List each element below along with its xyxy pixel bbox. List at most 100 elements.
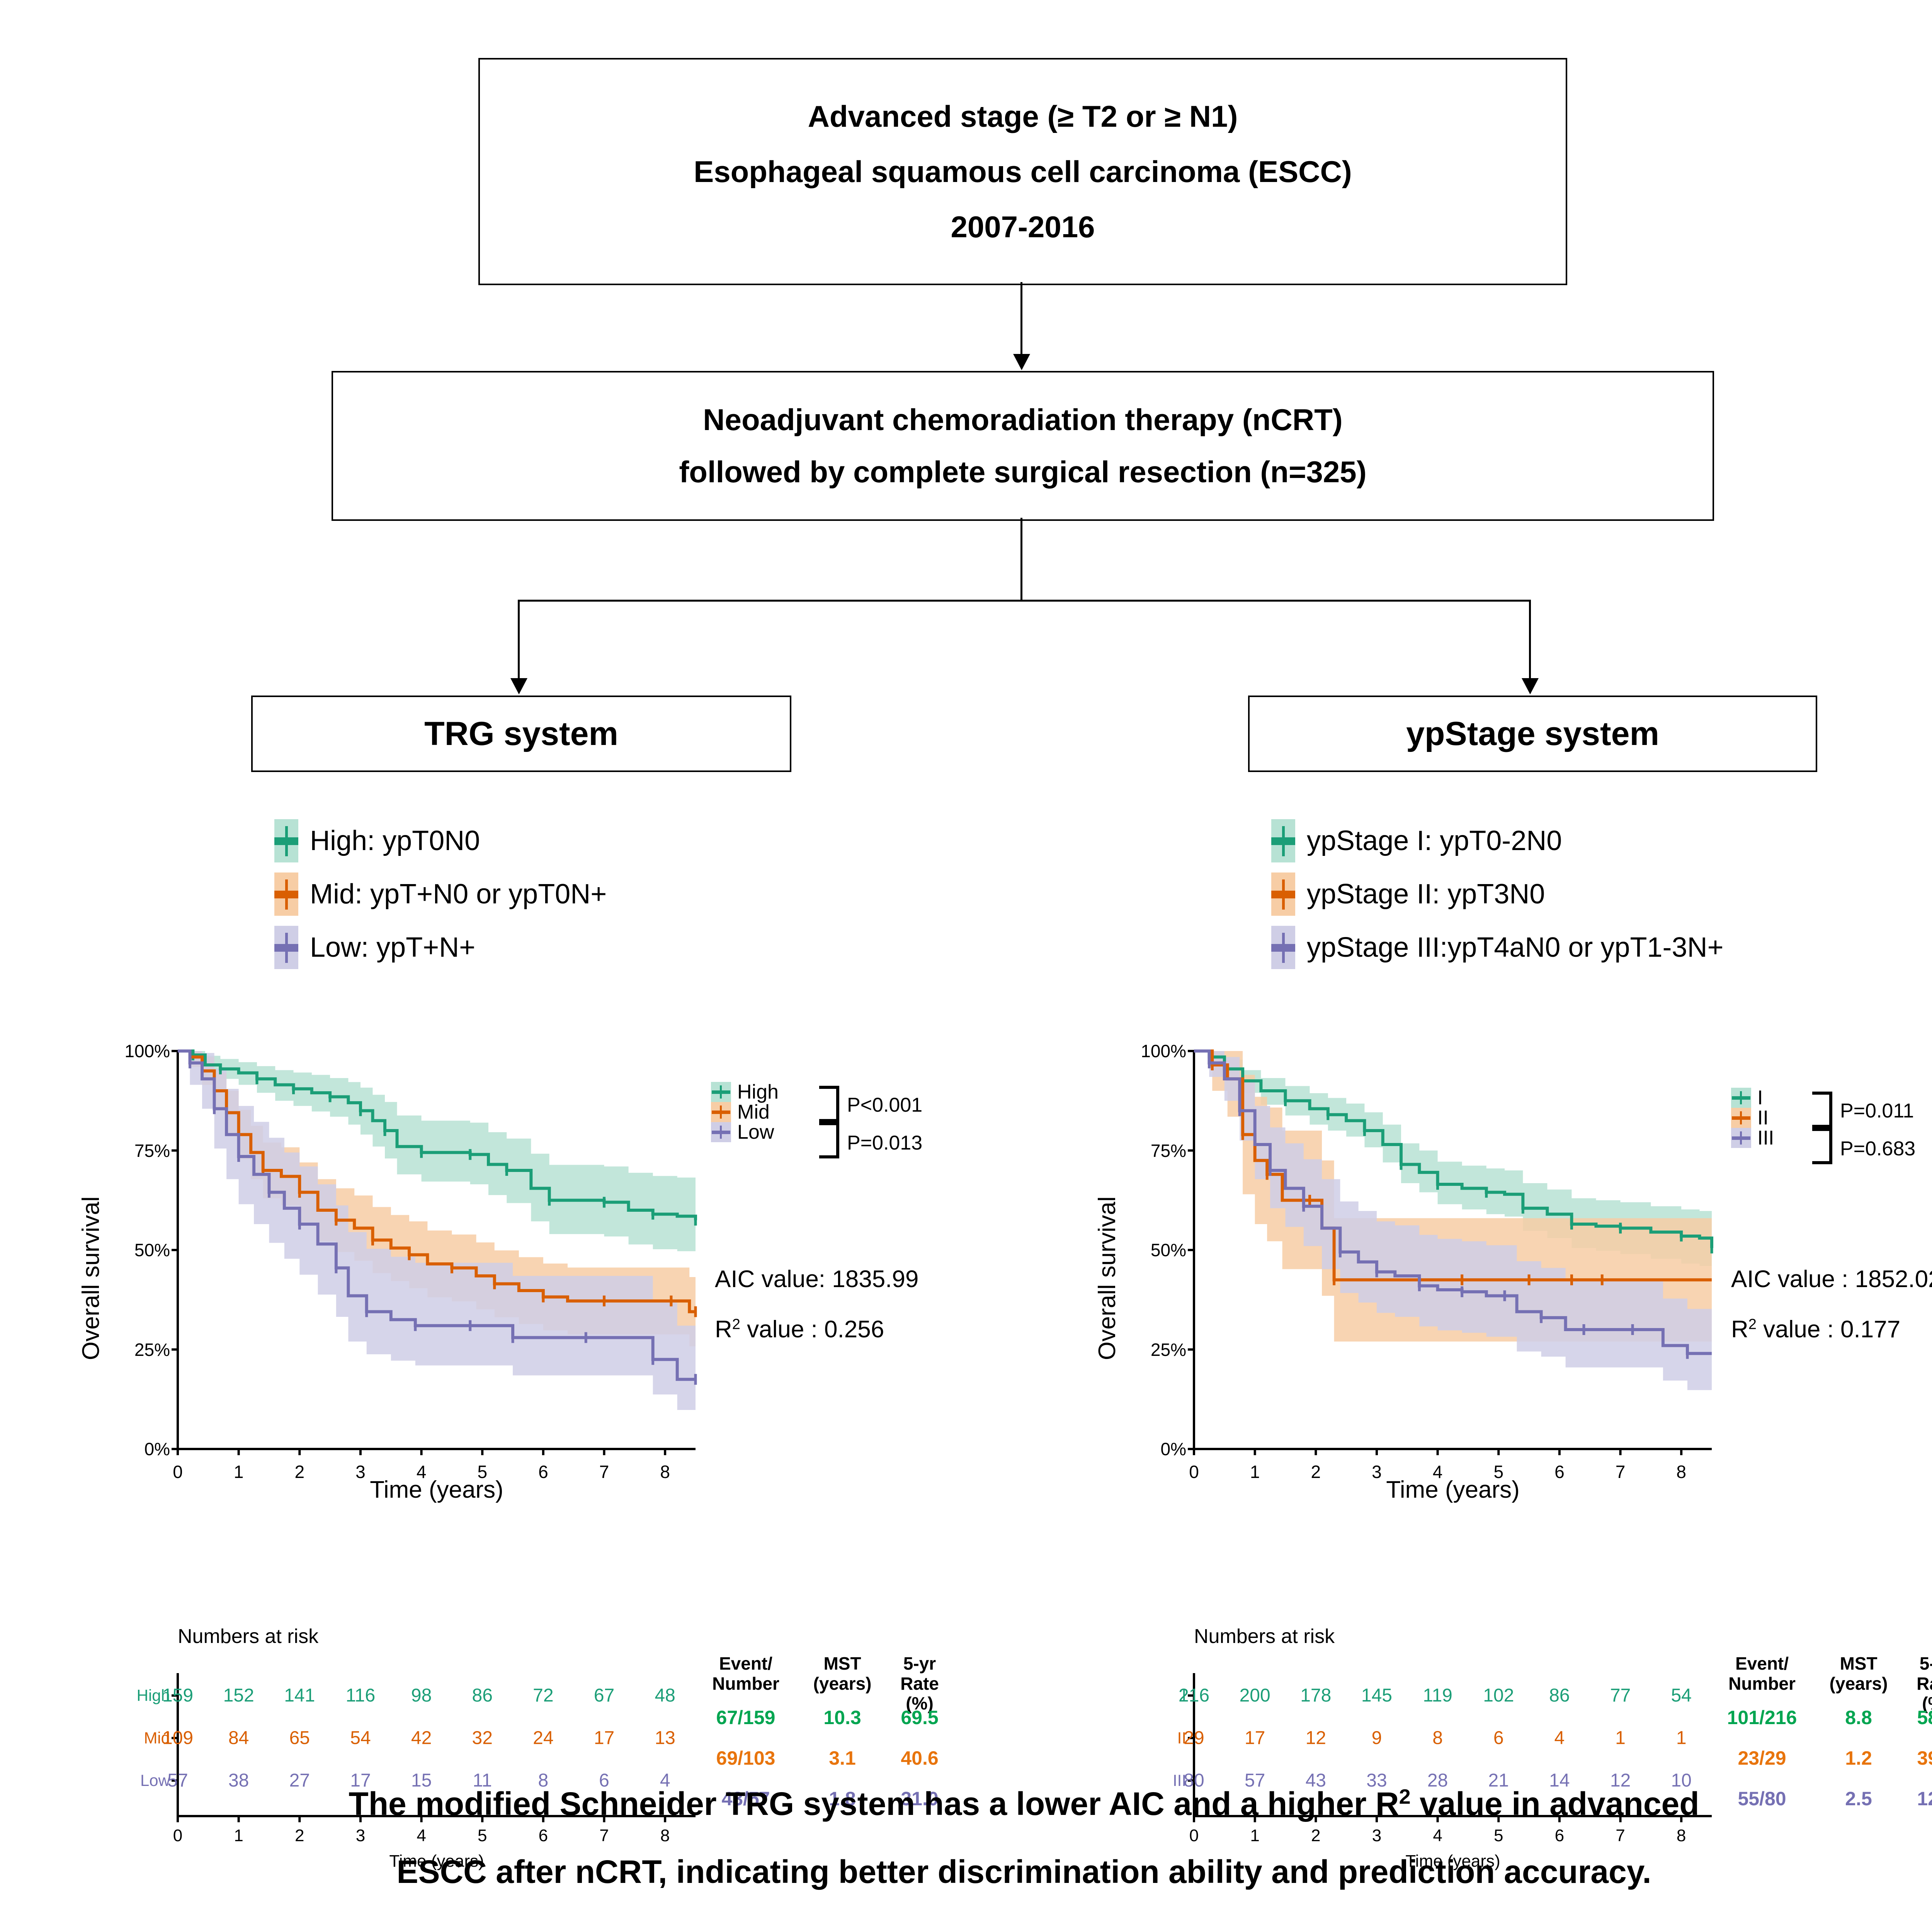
risk-cell: 11 xyxy=(473,1770,492,1791)
x-tick-label: 7 xyxy=(1615,1462,1626,1482)
x-tick-label: 3 xyxy=(355,1462,366,1482)
risk-cell: 28 xyxy=(1427,1770,1448,1791)
legend-item: ypStage III:ypT4aN0 or ypT1-3N+ xyxy=(1271,926,1724,969)
risk-cell: 65 xyxy=(289,1728,310,1748)
risk-x-tick-label: 0 xyxy=(173,1826,183,1845)
summary-column-header: MST (years) xyxy=(1829,1653,1888,1694)
inline-legend-swatch-icon xyxy=(1731,1128,1751,1148)
risk-x-tick-label: 2 xyxy=(295,1826,304,1845)
pvalue-top: P<0.001 xyxy=(847,1094,923,1116)
conclusion-line-2: ESCC after nCRT, indicating better discr… xyxy=(396,1854,1651,1890)
risk-x-tick-label: 4 xyxy=(1433,1826,1442,1845)
risk-cell: 15 xyxy=(411,1770,432,1791)
risk-cell: 12 xyxy=(1610,1770,1631,1791)
inline-legend: I II III xyxy=(1731,1087,1804,1149)
x-tick-label: 4 xyxy=(1432,1462,1443,1482)
connector-cohort-to-treatment xyxy=(1020,282,1022,355)
risk-cell: 57 xyxy=(1244,1770,1265,1791)
trg-system-box: TRG system xyxy=(251,696,791,772)
aic-value: AIC value : 1852.02 xyxy=(1731,1266,1932,1293)
x-tick-label: 2 xyxy=(1311,1462,1321,1482)
pvalue-bracket xyxy=(819,1086,839,1158)
risk-x-tick-label: 4 xyxy=(417,1826,426,1845)
inline-legend-label: High xyxy=(737,1081,779,1103)
x-tick-label: 4 xyxy=(416,1462,427,1482)
x-tick-label: 8 xyxy=(1676,1462,1686,1482)
cohort-line-3: 2007-2016 xyxy=(951,209,1095,244)
risk-x-tick-label: 2 xyxy=(1311,1826,1321,1845)
summary-cell: 67/159 xyxy=(716,1707,776,1728)
summary-column-header: Event/Number xyxy=(712,1653,779,1694)
ypstage-group-legend: ypStage I: ypT0-2N0 ypStage II: ypT3N0 y… xyxy=(1271,819,1724,969)
km-panel-ypstage: Overall survival 0% 25% 50% 75% 100% 0 1 2 3 4 5 6… xyxy=(1078,1039,1932,1677)
y-tick-label: 75% xyxy=(134,1140,170,1161)
r2-suffix: value : 0.177 xyxy=(1756,1316,1901,1343)
r2-suffix: value : 0.256 xyxy=(740,1316,884,1343)
trg-group-legend: High: ypT0N0 Mid: ypT+N0 or ypT0N+ Low: … xyxy=(274,819,607,969)
legend-label: Mid: ypT+N0 or ypT0N+ xyxy=(310,879,607,910)
summary-cell: 12.5 xyxy=(1917,1788,1932,1810)
risk-cell: 109 xyxy=(162,1728,194,1748)
risk-x-axis-title: Time (years) xyxy=(389,1852,484,1871)
risk-cell: 38 xyxy=(228,1770,249,1791)
inline-legend: High Mid Low xyxy=(711,1081,784,1143)
inline-legend-label: I xyxy=(1757,1087,1763,1109)
risk-cell: 10 xyxy=(1671,1770,1692,1791)
summary-cell: 58.4 xyxy=(1917,1707,1932,1728)
connector-treatment-stem xyxy=(1020,518,1022,601)
legend-swatch-orange-icon xyxy=(274,872,298,916)
r2-value: R2 value : 0.177 xyxy=(1731,1316,1900,1343)
risk-cell: 178 xyxy=(1300,1685,1332,1706)
conclusion-text: The modified Schneider TRG system has a … xyxy=(116,1770,1932,1906)
risk-cell: 54 xyxy=(1671,1685,1692,1706)
r2-superscript: 2 xyxy=(1748,1316,1757,1333)
risk-cell: 32 xyxy=(472,1728,493,1748)
connector-to-ypstage xyxy=(1529,600,1531,679)
summary-cell: 39.0 xyxy=(1917,1747,1932,1769)
risk-cell: 159 xyxy=(162,1685,194,1706)
y-tick-label: 25% xyxy=(1150,1339,1186,1360)
risk-cell: 1 xyxy=(1676,1728,1687,1748)
y-tick-label: 0% xyxy=(1160,1439,1186,1459)
risk-cell: 77 xyxy=(1610,1685,1631,1706)
summary-cell: 23/29 xyxy=(1738,1747,1786,1769)
inline-legend-swatch-icon xyxy=(711,1082,731,1102)
risk-x-tick-label: 0 xyxy=(1189,1826,1199,1845)
pvalue-top: P=0.011 xyxy=(1840,1100,1914,1122)
legend-label: ypStage II: ypT3N0 xyxy=(1307,879,1545,910)
summary-column-header: Event/Number xyxy=(1728,1653,1796,1694)
conclusion-line-1-b: value in advanced xyxy=(1410,1786,1699,1822)
y-tick-label: 0% xyxy=(144,1439,170,1459)
risk-cell: 8 xyxy=(1432,1728,1443,1748)
legend-item: High: ypT0N0 xyxy=(274,819,607,862)
legend-swatch-green-icon xyxy=(274,819,298,862)
risk-cell: 8 xyxy=(538,1770,549,1791)
risk-x-tick-label: 7 xyxy=(599,1826,609,1845)
trg-system-label: TRG system xyxy=(424,715,618,752)
risk-cell: 152 xyxy=(223,1685,254,1706)
x-tick-label: 0 xyxy=(173,1462,183,1482)
risk-table-trg: Numbers at risk High 159 152 141 116 98 86 72 67… xyxy=(62,1625,1020,1871)
inline-legend-label: III xyxy=(1757,1127,1774,1149)
risk-cell: 12 xyxy=(1305,1728,1326,1748)
conclusion-line-1-a: The modified Schneider TRG system has a … xyxy=(349,1786,1399,1822)
summary-cell: 1.8 xyxy=(829,1788,856,1810)
r2-prefix: R xyxy=(1731,1316,1748,1343)
inline-legend-label: Mid xyxy=(737,1101,770,1123)
inline-legend-label: Low xyxy=(737,1121,774,1143)
x-tick-label: 8 xyxy=(660,1462,670,1482)
risk-x-tick-label: 5 xyxy=(1493,1826,1503,1845)
legend-swatch-purple-icon xyxy=(274,926,298,969)
risk-cell: 43 xyxy=(1305,1770,1326,1791)
risk-x-axis-title: Time (years) xyxy=(1405,1852,1500,1871)
y-tick-label: 100% xyxy=(1141,1041,1186,1061)
risk-cell: 141 xyxy=(284,1685,315,1706)
risk-cell: 42 xyxy=(411,1728,432,1748)
risk-table-ypstage: Numbers at risk I 216 200 178 145 119 102 86 77 5… xyxy=(1078,1625,1932,1871)
legend-label: Low: ypT+N+ xyxy=(310,932,476,963)
summary-table-trg: Event/Number MST (years) 5-yr Rate (%) 67/159… xyxy=(688,1653,958,1820)
y-tick-label: 100% xyxy=(124,1041,170,1061)
risk-x-tick-label: 3 xyxy=(1372,1826,1382,1845)
risk-cell: 27 xyxy=(289,1770,310,1791)
